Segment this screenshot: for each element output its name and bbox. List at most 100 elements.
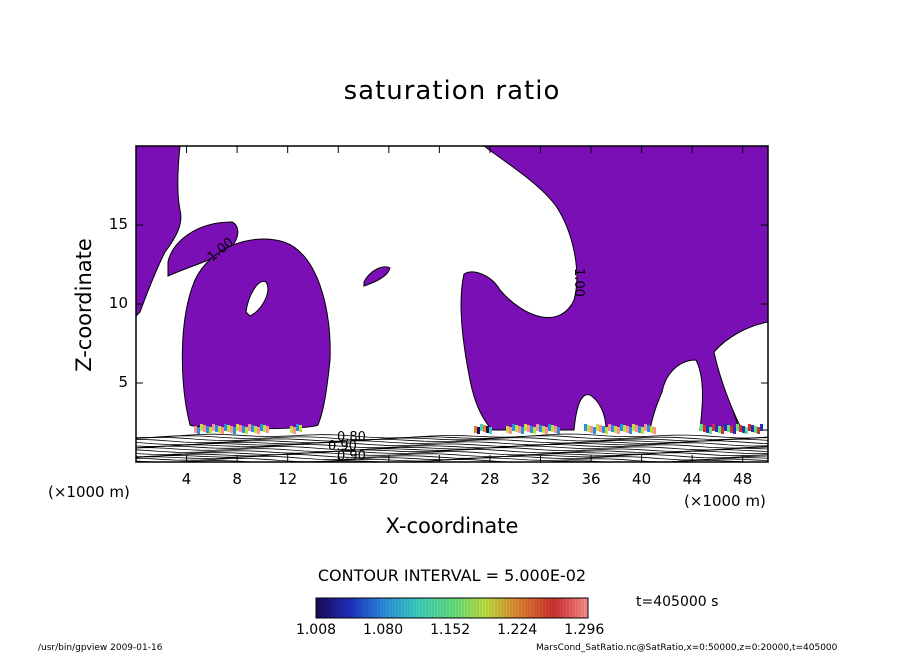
cloud-cell	[515, 425, 518, 432]
cloud-cell	[718, 426, 721, 433]
cloud-cell	[545, 427, 548, 434]
cloud-cell	[751, 425, 754, 432]
contour-line	[136, 437, 768, 442]
cloud-cell	[647, 425, 650, 432]
x-tick-label: 8	[232, 470, 242, 488]
contour-line	[136, 453, 768, 459]
cloud-cell	[739, 425, 742, 432]
colorbar-tick-label: 1.224	[497, 622, 538, 638]
cloud-cell	[290, 426, 293, 433]
cloud-cell	[248, 424, 251, 431]
contour-line	[136, 459, 768, 462]
time-label: t=405000 s	[636, 594, 719, 610]
cloud-cell	[239, 425, 242, 432]
contour-line	[136, 442, 768, 447]
cloud-cell	[524, 424, 527, 431]
cloud-cell	[477, 427, 480, 434]
cloud-cell	[542, 426, 545, 433]
cloud-cell	[593, 427, 596, 434]
cloud-cell	[527, 425, 530, 432]
cloud-cell	[242, 426, 245, 433]
cloud-cell	[650, 426, 653, 433]
contour-line	[136, 444, 768, 449]
cloud-cell	[539, 425, 542, 432]
cloud-cell	[748, 424, 751, 431]
cloud-cell	[745, 427, 748, 434]
cloud-cell	[474, 426, 477, 433]
contour-label: 0.80	[337, 430, 366, 445]
cloud-cell	[266, 426, 269, 433]
contour-label: 0.90	[337, 449, 366, 464]
cloud-cell	[629, 427, 632, 434]
y-tick-label: 15	[108, 215, 128, 233]
cloud-cell	[489, 427, 492, 434]
cloud-cell	[626, 426, 629, 433]
cloud-cell	[296, 424, 299, 431]
cloud-cell	[260, 424, 263, 431]
x-axis-label: X-coordinate	[385, 514, 519, 538]
cloud-cell	[200, 424, 203, 431]
axis-ticks	[136, 146, 768, 462]
contour-line	[136, 433, 768, 439]
contour-interval-label: CONTOUR INTERVAL = 5.000E-02	[317, 566, 587, 585]
cloud-cell	[236, 424, 239, 431]
cloud-cell	[215, 425, 218, 432]
cloud-cell	[632, 424, 635, 431]
cloud-cell	[760, 424, 763, 431]
cloud-cell	[245, 427, 248, 434]
cloud-cell	[512, 424, 515, 431]
cloud-cell	[727, 425, 730, 432]
cloud-cell	[251, 425, 254, 432]
cloud-cell	[299, 425, 302, 432]
cloud-cell	[638, 426, 641, 433]
cloud-cell	[218, 426, 221, 433]
cloud-cell	[706, 426, 709, 433]
x-tick-label: 24	[429, 470, 449, 488]
cloud-cell	[653, 427, 656, 434]
y-tick-label: 5	[118, 373, 128, 391]
cloud-cell	[614, 426, 617, 433]
cloud-cell	[486, 426, 489, 433]
cloud-cell	[611, 425, 614, 432]
cloud-cell	[712, 424, 715, 431]
x-tick-label: 32	[530, 470, 551, 488]
colorbar-gradient	[315, 597, 589, 619]
cloud-cell	[599, 425, 602, 432]
cloud-cell	[203, 425, 206, 432]
cloud-cell	[530, 426, 533, 433]
cloud-cell	[518, 426, 521, 433]
supersaturated-blob-upper-left	[167, 221, 239, 277]
colorbar-tick-label: 1.008	[295, 622, 337, 638]
cloud-cell	[536, 424, 539, 431]
supersaturated-blob-middle	[363, 266, 391, 287]
contour-label: 1.00	[571, 268, 586, 297]
supersaturated-region-right	[460, 146, 768, 431]
cloud-cell	[617, 427, 620, 434]
cloud-cell	[509, 427, 512, 434]
supersaturated-column-left	[181, 238, 331, 430]
cloud-cell	[233, 427, 236, 434]
cloud-cell	[709, 427, 712, 434]
cloud-cell	[521, 427, 524, 434]
cloud-cell	[551, 425, 554, 432]
y-tick-label: 10	[108, 294, 128, 312]
cloud-cell	[230, 426, 233, 433]
cloud-cell	[212, 424, 215, 431]
cloud-cell	[644, 424, 647, 431]
footer-left: /usr/bin/gpview 2009-01-16	[38, 643, 163, 653]
contour-line	[136, 438, 768, 444]
dry-pocket-left	[245, 280, 269, 317]
cloud-cell	[641, 427, 644, 434]
x-tick-label: 36	[581, 470, 601, 488]
y-axis-unit: (×1000 m)	[48, 483, 130, 501]
supersaturated-region-left	[136, 146, 182, 317]
cloud-cell	[733, 427, 736, 434]
plot-area	[136, 146, 768, 462]
cloud-cell	[209, 427, 212, 434]
cloud-cell	[206, 426, 209, 433]
contour-lines-group	[136, 433, 768, 462]
x-tick-label: 28	[480, 470, 500, 488]
colorbar-tick-label: 1.080	[363, 622, 404, 638]
cloud-cell	[715, 425, 718, 432]
